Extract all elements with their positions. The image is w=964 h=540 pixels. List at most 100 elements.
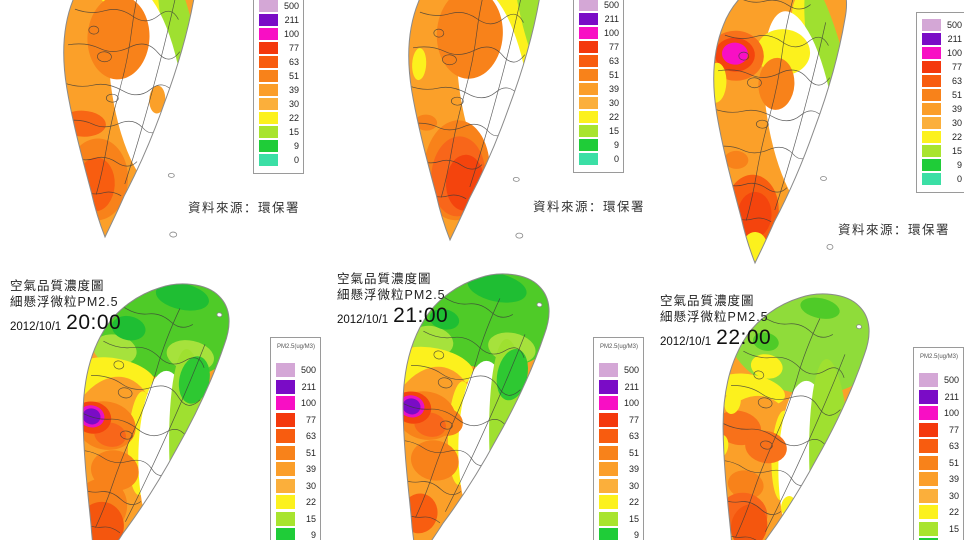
legend-row: 30 xyxy=(276,478,316,495)
legend-swatch xyxy=(579,55,598,67)
legend-row: 63 xyxy=(922,74,962,88)
legend-swatch xyxy=(259,42,278,54)
legend-value: 15 xyxy=(288,127,299,137)
map-title: 空氣品質濃度圖 xyxy=(337,272,432,286)
legend-swatch xyxy=(919,373,938,388)
legend-row: 51 xyxy=(259,69,299,83)
legend-value: 30 xyxy=(951,118,962,128)
legend-value: 63 xyxy=(628,431,639,442)
legend-row: 51 xyxy=(919,455,959,472)
legend-row: 77 xyxy=(919,422,959,439)
legend-row: 100 xyxy=(579,26,619,40)
legend-swatch xyxy=(259,140,278,152)
legend-swatch xyxy=(579,69,598,81)
legend-swatch xyxy=(579,41,598,53)
legend-header: PM2.5(ug/M3) xyxy=(276,344,315,350)
legend-swatch xyxy=(276,478,295,493)
legend-row: 500 xyxy=(259,0,299,13)
map-title-block: 空氣品質濃度圖 細懸浮微粒PM2.5 2012/10/1 20:00 xyxy=(10,278,121,335)
legend-row: 30 xyxy=(259,97,299,111)
legend-value: 100 xyxy=(603,28,619,38)
legend-value: 63 xyxy=(948,441,959,452)
legend-value: 77 xyxy=(305,414,316,425)
legend-value: 39 xyxy=(608,84,619,94)
legend-row: 51 xyxy=(922,88,962,102)
legend-row: 22 xyxy=(919,504,959,521)
legend-row: 39 xyxy=(919,471,959,488)
map-date: 2012/10/1 xyxy=(660,336,712,348)
legend-swatch xyxy=(259,14,278,26)
legend-row: 22 xyxy=(579,110,619,124)
legend-swatch xyxy=(579,27,598,39)
legend-row: 77 xyxy=(922,60,962,74)
map-title-block: 空氣品質濃度圖 細懸浮微粒PM2.5 2012/10/1 21:00 xyxy=(337,271,448,328)
legend-swatch xyxy=(276,363,295,378)
legend-swatch xyxy=(919,488,938,503)
map-subtitle: 細懸浮微粒PM2.5 xyxy=(10,295,119,309)
legend-value: 15 xyxy=(948,523,959,534)
legend-swatch xyxy=(276,462,295,477)
legend-row: 30 xyxy=(579,96,619,110)
legend-value: 77 xyxy=(628,414,639,425)
map-title: 空氣品質濃度圖 xyxy=(10,279,105,293)
legend-swatch xyxy=(922,145,941,157)
legend-swatch xyxy=(919,406,938,421)
legend-row: 77 xyxy=(259,41,299,55)
legend-row: 100 xyxy=(919,405,959,422)
legend-value: 9 xyxy=(633,530,639,540)
legend-value: 30 xyxy=(288,99,299,109)
legend-value: 15 xyxy=(305,513,316,524)
legend-value: 100 xyxy=(946,48,962,58)
legend-value: 63 xyxy=(305,431,316,442)
legend-swatch xyxy=(579,111,598,123)
legend-row: 211 xyxy=(922,32,962,46)
legend-value: 51 xyxy=(948,457,959,468)
legend-value: 500 xyxy=(300,365,316,376)
legend-swatch xyxy=(579,153,598,165)
legend-swatch xyxy=(579,139,598,151)
legend-swatch xyxy=(599,528,618,540)
legend-swatch xyxy=(919,472,938,487)
legend-value: 500 xyxy=(603,0,619,10)
legend-swatch xyxy=(919,389,938,404)
legend-swatch xyxy=(919,538,938,540)
legend-value: 39 xyxy=(628,464,639,475)
legend-swatch xyxy=(919,521,938,536)
legend-swatch xyxy=(922,75,941,87)
legend-row: 15 xyxy=(276,511,316,528)
legend-swatch xyxy=(579,13,598,25)
map-date: 2012/10/1 xyxy=(10,321,62,333)
legend-row: 211 xyxy=(579,12,619,26)
map-time: 22:00 xyxy=(716,326,772,349)
map-title: 空氣品質濃度圖 xyxy=(660,294,755,308)
legend-row: 0 xyxy=(922,172,962,186)
legend-value: 0 xyxy=(293,155,299,165)
legend-row: 9 xyxy=(276,527,316,540)
legend-row: 30 xyxy=(919,488,959,505)
legend-value: 22 xyxy=(628,497,639,508)
legend-value: 39 xyxy=(305,464,316,475)
legend-swatch xyxy=(259,112,278,124)
pm25-legend: 500 211 100 77 63 51 39 30 22 15 9 0 xyxy=(916,12,964,193)
pm25-legend: 500 211 100 77 63 51 39 30 22 15 9 0 xyxy=(573,0,624,173)
legend-row: 500 xyxy=(919,372,959,389)
legend-swatch xyxy=(599,379,618,394)
legend-swatch xyxy=(276,511,295,526)
legend-row: 211 xyxy=(276,379,316,396)
legend-value: 51 xyxy=(288,71,299,81)
legend-row: 63 xyxy=(599,428,639,445)
legend-value: 100 xyxy=(943,408,959,419)
legend-value: 39 xyxy=(288,85,299,95)
legend-row: 39 xyxy=(922,102,962,116)
legend-row: 22 xyxy=(276,494,316,511)
legend-swatch xyxy=(922,131,941,143)
legend-row: 9 xyxy=(919,537,959,540)
legend-value: 22 xyxy=(305,497,316,508)
legend-swatch xyxy=(259,70,278,82)
legend-row: 51 xyxy=(599,445,639,462)
legend-value: 22 xyxy=(608,112,619,122)
legend-swatch xyxy=(579,125,598,137)
legend-swatch xyxy=(599,478,618,493)
